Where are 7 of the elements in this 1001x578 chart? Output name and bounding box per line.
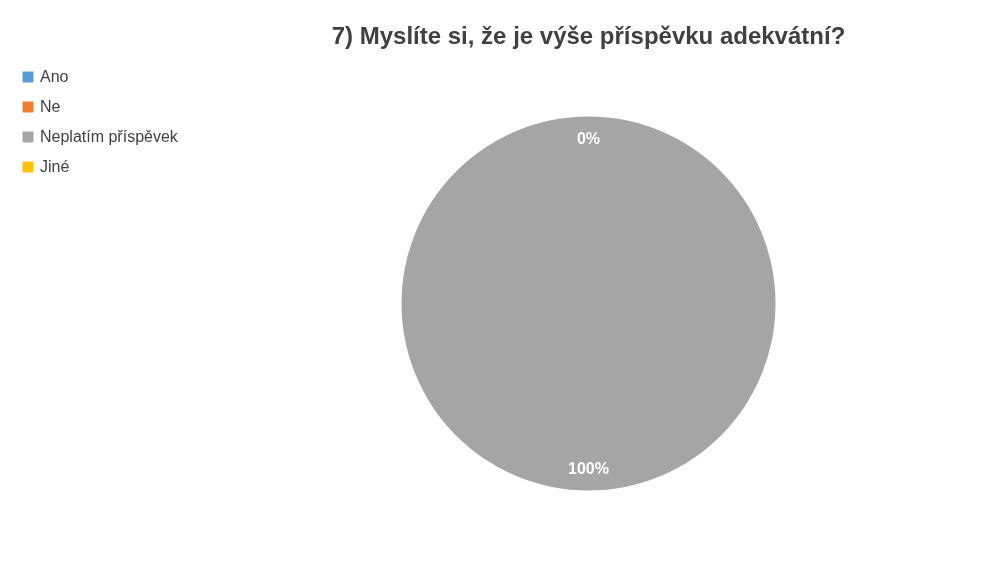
legend-label: Ne [40, 98, 61, 115]
text: 0% [576, 129, 601, 147]
chart-title: 7) Myslíte si, že je výše příspěvku adekvátní? [331, 22, 846, 49]
legend-label: Ano [40, 68, 69, 85]
legend-label: Neplatím příspěvek [40, 128, 179, 145]
data-label: 100% [568, 459, 609, 477]
legend-label: Jiné [40, 158, 70, 175]
